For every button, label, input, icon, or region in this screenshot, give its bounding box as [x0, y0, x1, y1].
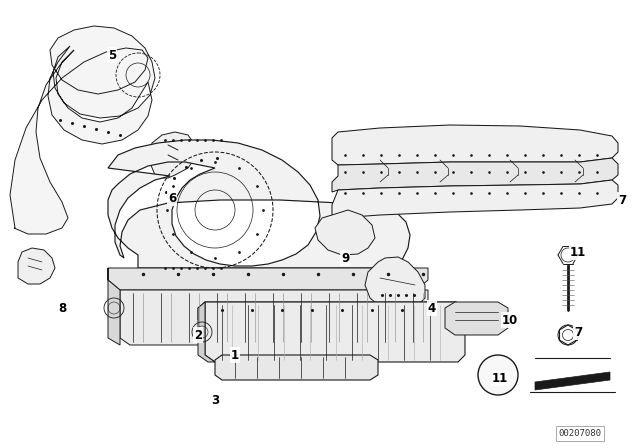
Polygon shape	[332, 158, 618, 192]
Polygon shape	[332, 125, 618, 165]
Polygon shape	[108, 268, 428, 290]
Text: 1: 1	[231, 349, 239, 362]
Text: 8: 8	[58, 302, 66, 314]
Text: 7: 7	[574, 326, 582, 339]
Text: 5: 5	[108, 48, 116, 61]
Circle shape	[478, 355, 518, 395]
Polygon shape	[535, 372, 610, 390]
Text: 9: 9	[341, 251, 349, 264]
Text: 00207080: 00207080	[559, 429, 602, 438]
Polygon shape	[332, 180, 618, 220]
Polygon shape	[18, 248, 55, 284]
Polygon shape	[120, 290, 428, 345]
Text: 6: 6	[168, 191, 176, 204]
Polygon shape	[365, 257, 425, 312]
Text: 4: 4	[428, 302, 436, 314]
Text: 11: 11	[492, 371, 508, 384]
Text: 7: 7	[618, 194, 626, 207]
Text: 2: 2	[194, 328, 202, 341]
Polygon shape	[198, 302, 215, 362]
Text: 10: 10	[502, 314, 518, 327]
Polygon shape	[108, 140, 410, 268]
Polygon shape	[10, 26, 155, 234]
Polygon shape	[215, 355, 378, 380]
Text: 11: 11	[570, 246, 586, 258]
Polygon shape	[108, 268, 120, 345]
Polygon shape	[205, 302, 465, 362]
Polygon shape	[315, 210, 375, 255]
Polygon shape	[198, 302, 465, 320]
Polygon shape	[445, 302, 508, 335]
Text: 3: 3	[211, 393, 219, 406]
Polygon shape	[148, 132, 195, 178]
